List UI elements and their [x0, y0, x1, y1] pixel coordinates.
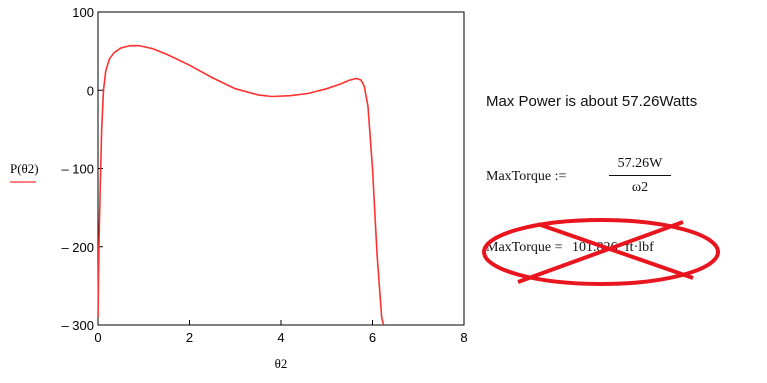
max-torque-fraction: 57.26W ω2 — [609, 155, 671, 197]
fraction-bar — [609, 175, 671, 176]
y-tick-label: – 300 — [61, 318, 94, 333]
fraction-denominator: ω2 — [631, 180, 649, 195]
x-axis-label: θ2 — [275, 356, 288, 371]
result-label: MaxTorque = — [486, 240, 563, 255]
result-unit: ft·lbf — [625, 240, 654, 255]
x-tick-label: 0 — [94, 330, 101, 345]
y-axis-label: P(θ2) — [10, 161, 39, 176]
max-power-note: Max Power is about 57.26Watts — [486, 93, 698, 110]
plot-frame — [97, 11, 465, 326]
power-chart: 0 2 4 6 8 100 0 – 100 – 200 – 300 θ2 P(θ2) — [10, 5, 468, 371]
max-torque-result: MaxTorque = 101.826 ft·lbf — [486, 240, 654, 256]
power-curve — [97, 44, 385, 326]
axis-ticks — [97, 11, 465, 326]
crossout-mark — [482, 218, 720, 286]
crossout-line-2 — [537, 222, 694, 280]
x-tick-label: 2 — [186, 330, 193, 345]
crossout-ellipse — [482, 218, 720, 286]
x-tick-labels: 0 2 4 6 8 — [94, 330, 467, 345]
y-tick-labels: 100 0 – 100 – 200 – 300 — [61, 5, 94, 333]
y-tick-label: – 200 — [61, 240, 94, 255]
y-tick-label: 100 — [72, 5, 94, 20]
fraction-numerator: 57.26W — [617, 156, 663, 171]
y-tick-label: 0 — [87, 83, 94, 98]
x-tick-label: 4 — [277, 330, 284, 345]
crossout-line-1 — [517, 220, 684, 284]
y-tick-label: – 100 — [61, 162, 94, 177]
max-torque-definition-label: MaxTorque := — [486, 169, 567, 184]
x-tick-label: 8 — [460, 330, 467, 345]
x-tick-label: 6 — [369, 330, 376, 345]
